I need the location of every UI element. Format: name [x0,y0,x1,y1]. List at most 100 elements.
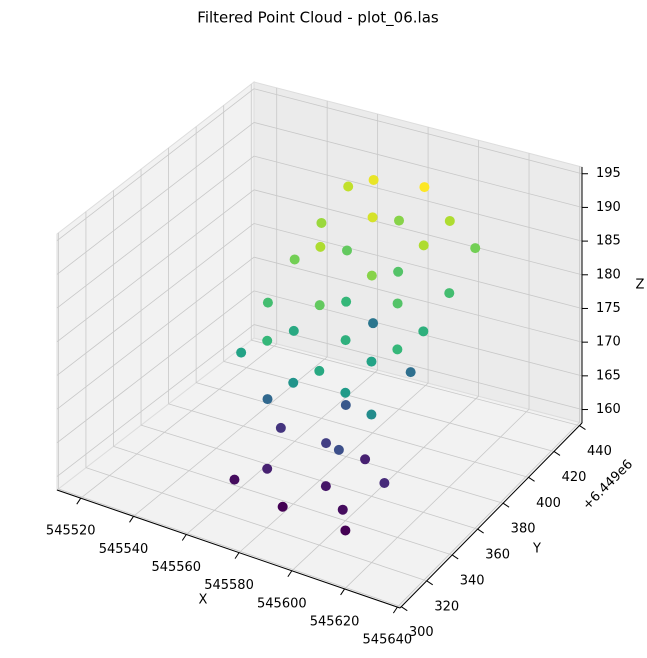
z-axis-label: Z [636,278,645,293]
point [366,356,377,367]
x-tick-label: 545540 [99,542,149,557]
y-tick-label: 380 [511,522,536,537]
tick-mark [528,476,535,482]
y-tick-label: 400 [536,496,561,511]
z-tick-label: 165 [596,368,621,383]
tick-mark [400,606,408,612]
point [262,335,273,346]
point [288,325,299,336]
point [277,501,288,512]
tick-mark [287,570,293,578]
z-tick-label: 185 [596,234,621,249]
x-tick-label: 545580 [204,578,254,593]
grid-line [58,488,402,608]
point [418,240,429,251]
point [379,478,390,489]
grid-line [253,223,583,309]
grid-line [80,343,277,499]
point [444,215,455,226]
y-offset-label: +6.449e6 [580,457,636,513]
grid-line [56,189,255,343]
grid-line [253,290,583,377]
point [340,400,351,411]
tick-mark [392,606,398,614]
point [314,300,325,311]
tick-mark [553,451,561,456]
point [316,217,327,228]
x-tick-label: 545560 [151,560,201,575]
point [236,347,247,358]
point [392,298,403,309]
point [470,243,481,254]
z-tick-label: 170 [596,335,621,350]
point [262,394,273,405]
grid-line [113,446,453,556]
chart-title: Filtered Point Cloud - plot_06.las [197,9,439,28]
grid-line [251,339,580,426]
point [392,344,403,355]
point [314,365,325,376]
grid-line [56,324,255,477]
point [340,335,351,346]
y-axis [399,422,583,609]
point [343,181,354,192]
y-tick-label: 420 [562,470,587,485]
x-tick-label: 545600 [257,596,307,611]
grid-line [56,290,255,444]
z-tick-label: 175 [596,301,621,316]
point [333,444,344,455]
tick-mark [477,528,484,534]
point [275,422,286,433]
point [262,463,273,474]
y-tick-label: 340 [460,573,485,588]
z-tick-label: 180 [596,267,621,282]
point [341,296,352,307]
grid-line [253,122,583,208]
point [419,182,430,193]
z-tick-label: 160 [596,402,621,417]
tick-mark [234,552,240,559]
y-tick-label: 320 [434,599,459,614]
point [393,266,404,277]
point [340,387,351,398]
x-axis [56,489,401,609]
grid-line [56,223,255,376]
point [405,367,416,378]
point [321,438,332,449]
grid-line [56,256,255,410]
point [368,174,379,185]
grid-line [56,88,255,242]
grid-line [253,256,583,343]
point [337,504,348,515]
tick-mark [451,554,459,560]
point [360,454,371,465]
point [367,212,378,223]
grid-line [397,422,580,608]
point [229,474,240,485]
y-tick-label: 300 [409,625,434,640]
point [262,297,273,308]
point [289,254,300,265]
x-tick-label: 545620 [310,614,360,629]
x-tick-label: 545520 [46,524,96,539]
y-tick-label: 360 [485,548,510,563]
grid-line [196,382,529,478]
grid-line [253,189,583,276]
grid-line [140,424,478,530]
tick-mark [579,425,586,431]
z-tick-label: 195 [596,166,621,181]
point [340,525,351,536]
grid-line [56,155,255,309]
grid-line [253,155,583,242]
grid-line [253,88,583,175]
point [342,245,353,256]
point [444,288,455,299]
point [366,270,377,281]
tick-mark [340,588,346,596]
point [320,481,331,492]
point [315,241,326,252]
point [288,377,299,388]
tick-mark [502,502,510,508]
grid-line [85,467,427,582]
grid-line [223,360,555,452]
